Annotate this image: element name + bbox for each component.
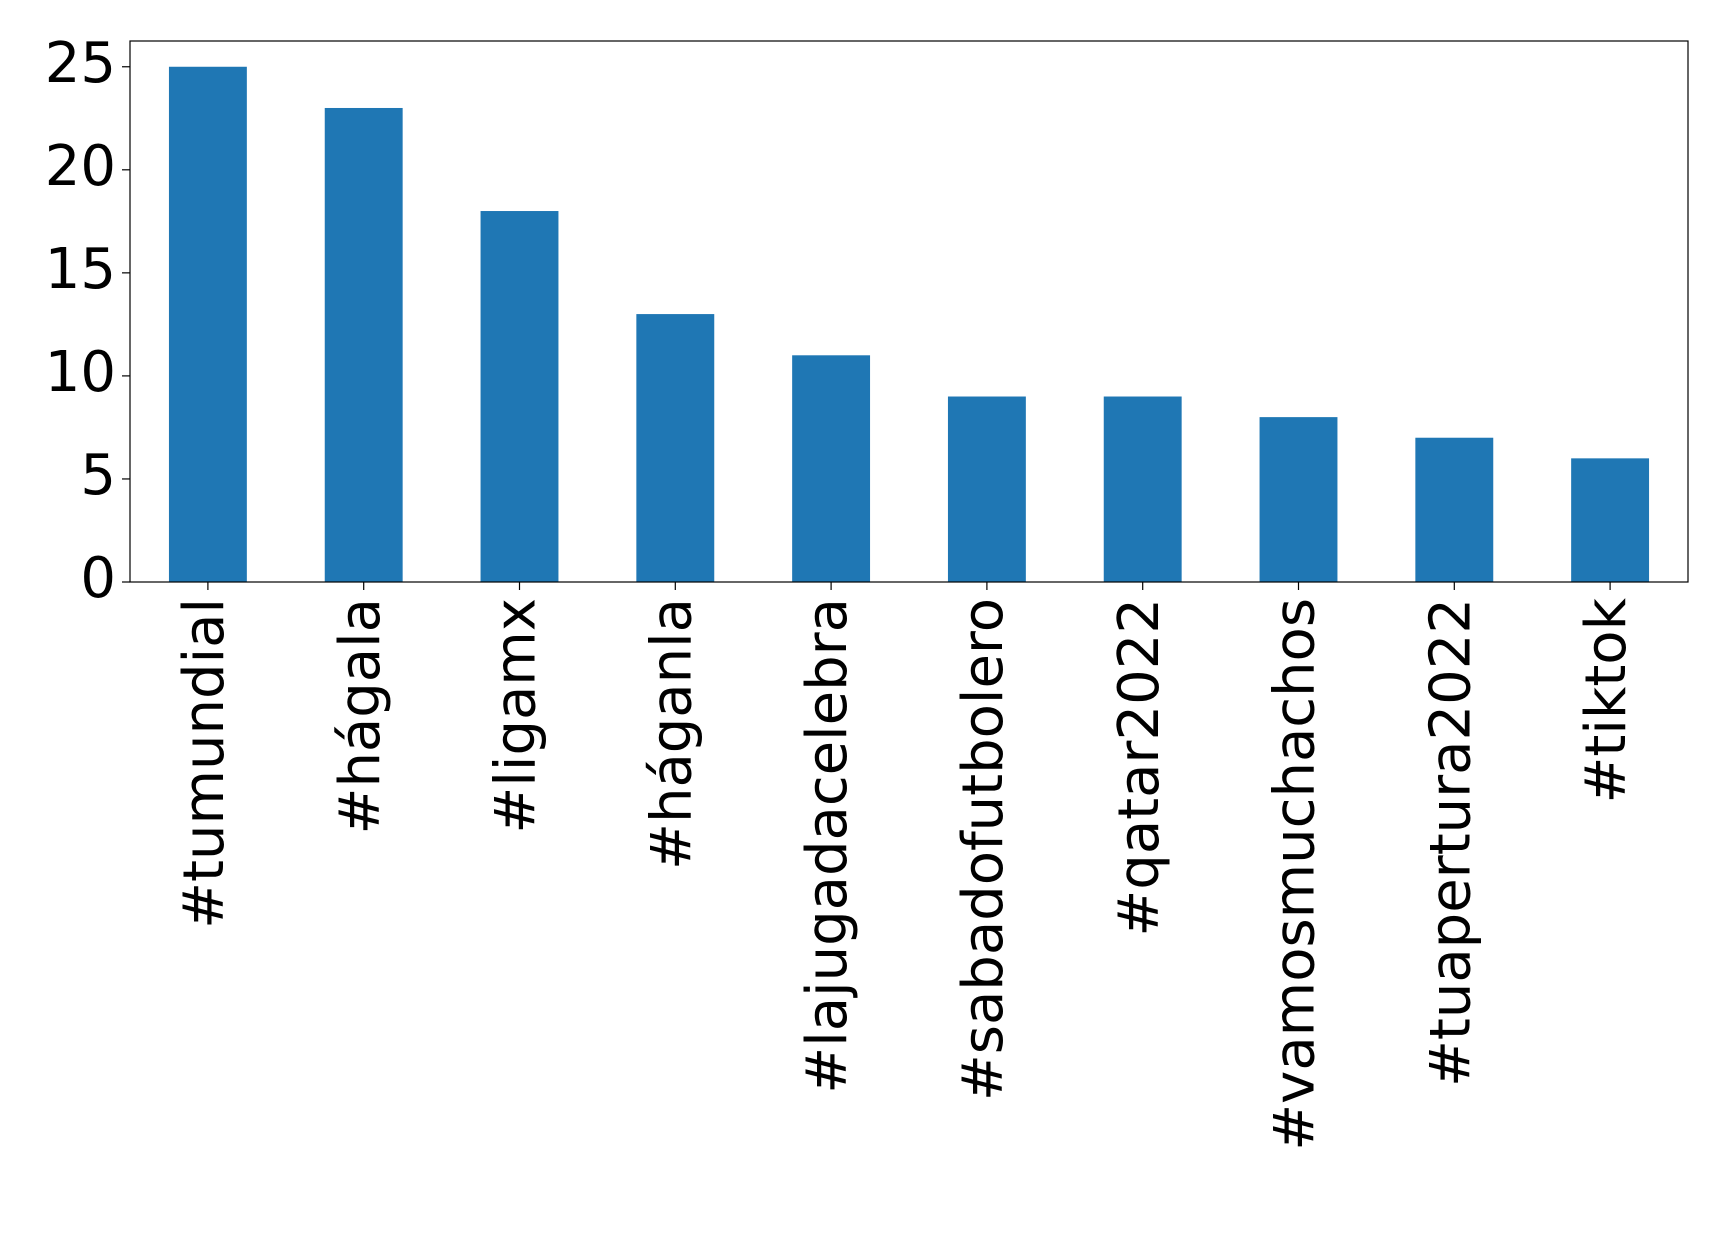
bar (792, 355, 871, 582)
x-tick-label: #ligamx (484, 598, 549, 834)
x-tick-label: #háganla (639, 598, 704, 870)
y-tick-label: 25 (45, 31, 116, 96)
x-tick-label: #tiktok (1574, 597, 1639, 803)
bar (1103, 396, 1182, 582)
bar (324, 107, 403, 582)
bar (636, 314, 715, 582)
bar (168, 66, 247, 582)
y-tick-label: 15 (45, 237, 116, 302)
y-tick-label: 0 (80, 546, 116, 611)
bar (1415, 437, 1494, 582)
plot-frame (129, 40, 1689, 583)
x-tick-label: #vamosmuchachos (1263, 598, 1328, 1151)
x-tick-label: #hágala (328, 598, 393, 834)
bar (1571, 458, 1650, 582)
x-tick-label: #sabadofutbolero (951, 598, 1016, 1101)
bar (947, 396, 1026, 582)
y-tick-label: 10 (45, 340, 116, 405)
x-tick-label: #tumundial (172, 598, 237, 929)
x-tick-label: #tuapertura2022 (1418, 598, 1483, 1087)
x-tick-label: #lajugadacelebra (795, 598, 860, 1094)
y-tick-label: 20 (45, 134, 116, 199)
bar (480, 211, 559, 582)
bar (1259, 417, 1338, 582)
y-tick-label: 5 (80, 443, 116, 508)
x-tick-label: #qatar2022 (1107, 598, 1172, 937)
